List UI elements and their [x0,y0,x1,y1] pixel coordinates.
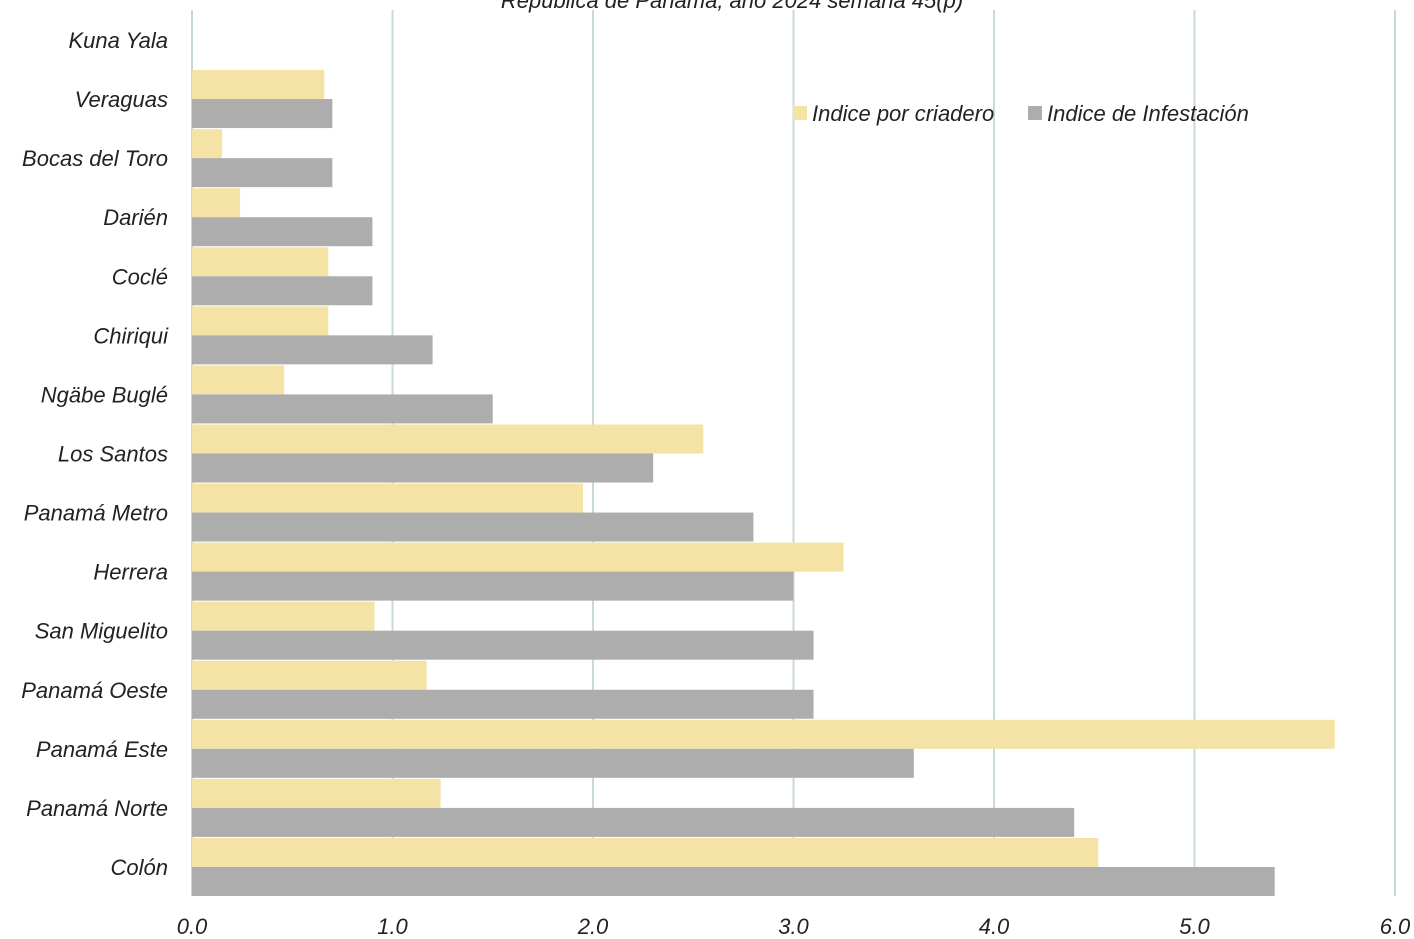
bar [192,70,325,100]
legend-swatch [793,106,807,120]
bar [192,689,814,719]
x-axis-tick-labels: 0.0 1.0 2.0 3.0 4.0 5.0 6.0 [177,914,1411,939]
category-label: Panamá Norte [26,796,168,821]
bar [192,247,329,277]
bar [192,158,333,188]
bar [192,866,1275,896]
legend: Indice por criadero Indice de Infestación [793,101,1249,126]
category-label: Panamá Metro [24,501,168,526]
bar [192,276,373,306]
category-label: Los Santos [58,441,168,466]
bars [192,70,1335,896]
x-tick-label: 2.0 [577,914,609,939]
bar [192,748,914,778]
bar [192,99,333,129]
bar [192,424,704,454]
x-tick-label: 3.0 [778,914,809,939]
bar [192,719,1335,749]
legend-label: Indice por criadero [812,101,994,126]
bar [192,807,1075,837]
bar [192,630,814,660]
bar [192,394,493,424]
bar [192,571,794,601]
x-tick-label: 6.0 [1380,914,1411,939]
bar [192,601,375,631]
bar [192,542,844,572]
category-label: Veraguas [75,87,168,112]
bar [192,483,583,513]
category-label: Panamá Oeste [21,678,168,703]
x-tick-label: 5.0 [1179,914,1210,939]
bar [192,365,285,395]
category-labels: Kuna Yala Veraguas Bocas del Toro Darién Coc… [21,28,169,880]
bar [192,306,329,336]
category-label: Colón [111,855,168,880]
bar [192,837,1099,867]
bar [192,660,427,690]
bar [192,512,754,542]
category-label: Ngäbe Buglé [41,382,168,407]
x-tick-label: 0.0 [177,914,208,939]
bar [192,129,223,159]
legend-label: Indice de Infestación [1047,101,1249,126]
category-label: Coclé [112,264,168,289]
legend-swatch [1028,106,1042,120]
x-tick-label: 1.0 [377,914,408,939]
category-label: San Miguelito [35,619,168,644]
category-label: Bocas del Toro [22,146,168,171]
bar [192,453,654,483]
category-label: Panamá Este [36,737,168,762]
category-label: Darién [103,205,168,230]
chart-title: República de Panamá, año 2024 semana 45(… [501,0,963,13]
category-label: Kuna Yala [69,28,169,53]
bar [192,778,441,808]
bar [192,217,373,247]
bar [192,335,433,365]
category-label: Chiriqui [93,323,169,348]
x-tick-label: 4.0 [979,914,1010,939]
bar [192,188,241,218]
category-label: Herrera [93,560,168,585]
